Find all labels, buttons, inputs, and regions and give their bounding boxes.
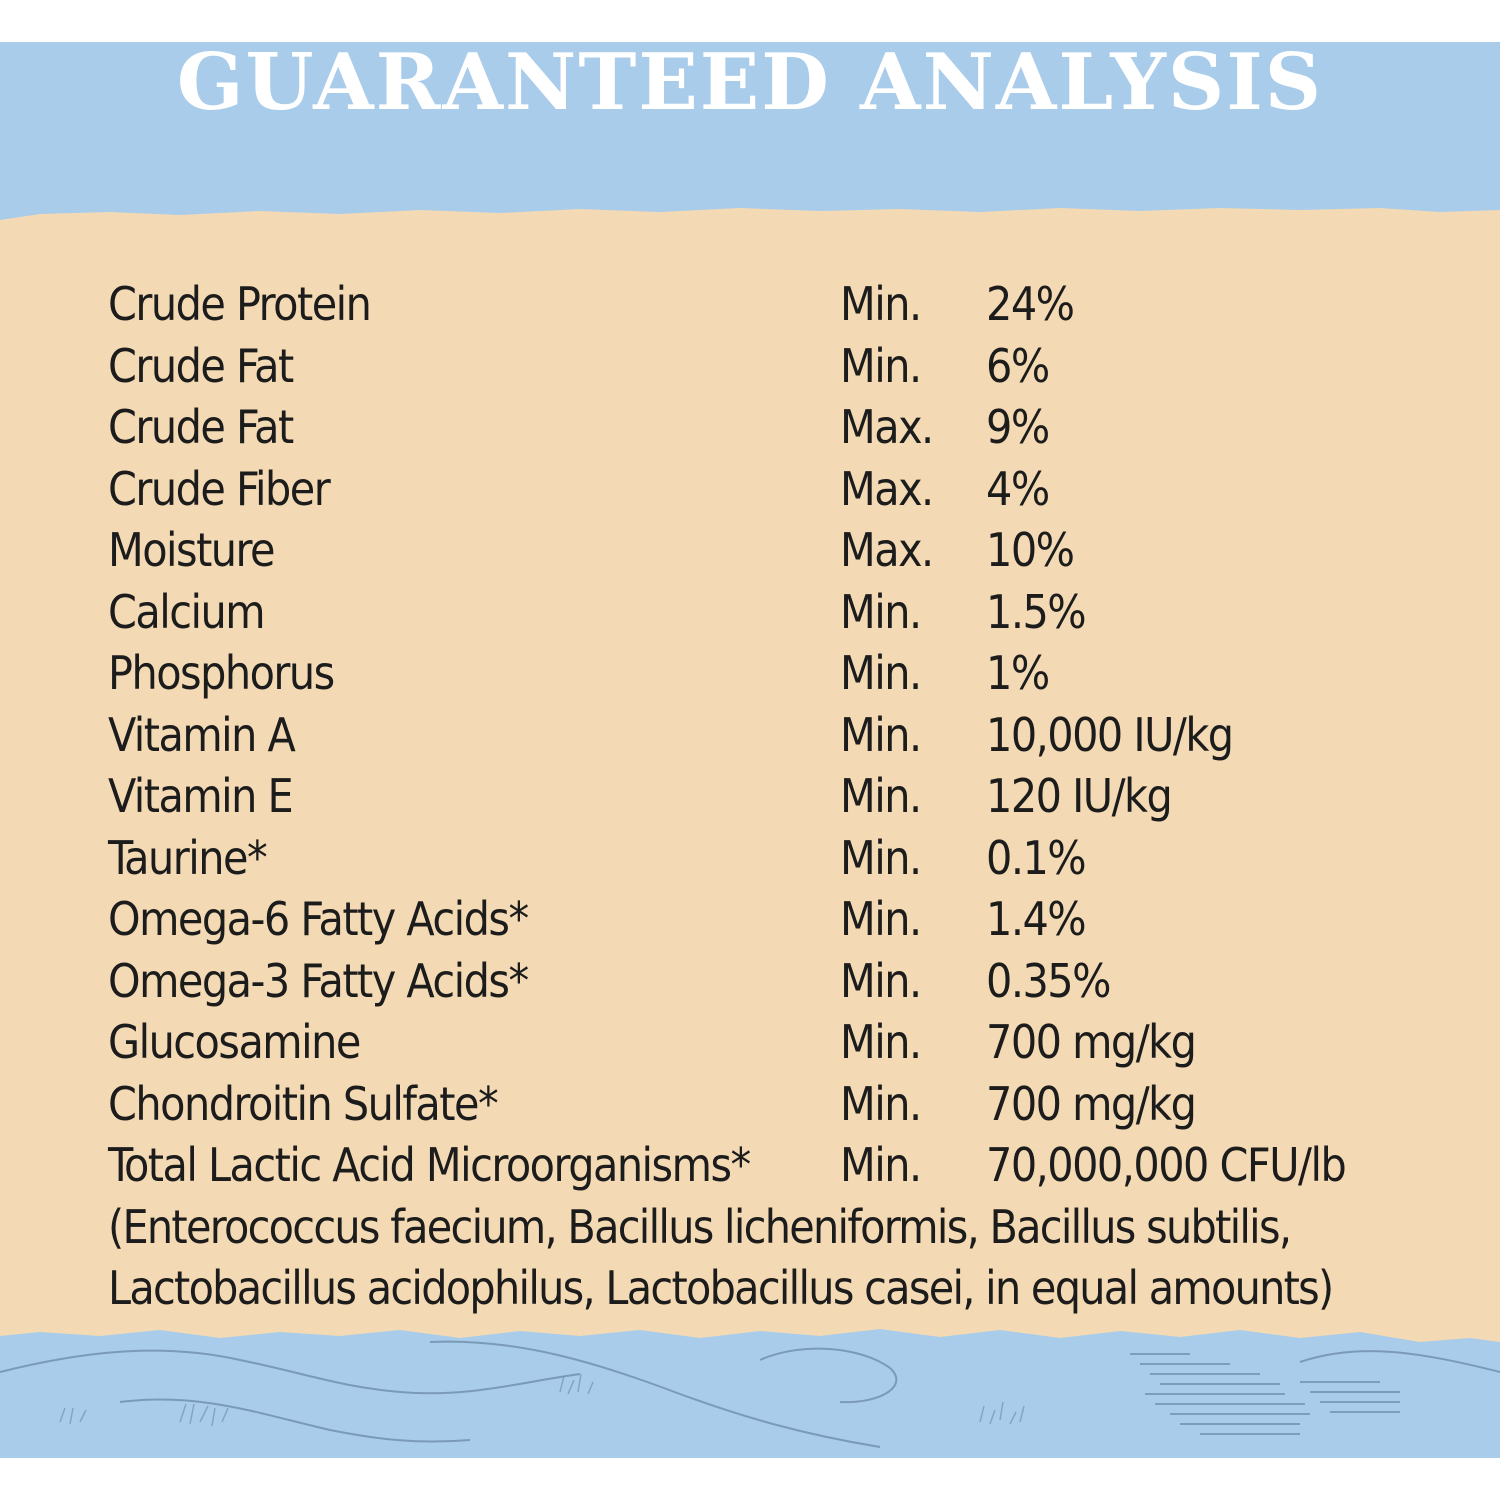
analysis-row: Crude Fat Max. 9% — [108, 397, 1478, 459]
analysis-row: Phosphorus Min. 1% — [108, 643, 1478, 705]
analysis-row: Vitamin E Min. 120 IU/kg — [108, 766, 1478, 828]
nutrient-amount: 0.35% — [986, 953, 1111, 1008]
nutrient-name: Vitamin E — [108, 769, 294, 823]
min-max-qualifier: Min. — [840, 646, 922, 700]
nutrient-name: Crude Fat — [108, 338, 294, 393]
nutrient-amount: 0.1% — [986, 830, 1087, 885]
nutrient-name: Vitamin A — [108, 707, 296, 762]
min-max-qualifier: Min. — [840, 584, 922, 639]
analysis-row: Omega-3 Fatty Acids* Min. 0.35% — [108, 951, 1478, 1013]
analysis-row: Crude Protein Min. 24% — [108, 274, 1478, 336]
nutrient-name: Crude Fiber — [108, 461, 331, 516]
nutrient-amount: 9% — [986, 400, 1050, 454]
nutrient-amount: 120 IU/kg — [986, 769, 1173, 823]
analysis-row: Total Lactic Acid Microorganisms* Min. 70,… — [108, 1135, 1478, 1197]
analysis-rows: Crude Protein Min. 24% Crude Fat Min. 6% Crude… — [108, 274, 1478, 1197]
nutrient-amount: 1% — [986, 646, 1050, 700]
water-strokes — [1130, 1353, 1400, 1435]
min-max-qualifier: Min. — [840, 769, 922, 823]
min-max-qualifier: Min. — [840, 892, 922, 946]
nutrient-name: Total Lactic Acid Microorganisms* — [108, 1138, 751, 1192]
label-panel: GUARANTEED ANALYSIS — [0, 42, 1500, 1458]
analysis-row: Omega-6 Fatty Acids* Min. 1.4% — [108, 889, 1478, 951]
min-max-qualifier: Min. — [840, 707, 922, 762]
min-max-qualifier: Max. — [840, 523, 934, 577]
min-max-qualifier: Min. — [840, 1076, 922, 1131]
min-max-qualifier: Min. — [840, 830, 922, 885]
nutrient-amount: 1.4% — [986, 892, 1087, 946]
nutrient-name: Calcium — [108, 584, 266, 639]
paper-shape — [0, 208, 1500, 1342]
nutrient-amount: 6% — [986, 338, 1050, 393]
min-max-qualifier: Min. — [840, 277, 922, 331]
hill-sketch-right — [1299, 1350, 1500, 1373]
analysis-row: Calcium Min. 1.5% — [108, 582, 1478, 644]
nutrient-name: Phosphorus — [108, 646, 335, 700]
nutrient-name: Taurine* — [108, 830, 268, 885]
nutrient-amount: 70,000,000 CFU/lb — [986, 1138, 1347, 1192]
nutrient-name: Crude Protein — [108, 277, 372, 331]
nutrient-name: Crude Fat — [108, 400, 294, 454]
nutrient-name: Omega-6 Fatty Acids* — [108, 892, 529, 946]
analysis-row: Chondroitin Sulfate* Min. 700 mg/kg — [108, 1074, 1478, 1136]
nutrient-amount: 10,000 IU/kg — [986, 707, 1234, 762]
analysis-row: Vitamin A Min. 10,000 IU/kg — [108, 705, 1478, 767]
footnote-line: (Enterococcus faecium, Bacillus lichenif… — [108, 1199, 1292, 1254]
min-max-qualifier: Min. — [840, 338, 922, 393]
analysis-row: Crude Fiber Max. 4% — [108, 459, 1478, 521]
min-max-qualifier: Min. — [840, 1015, 922, 1069]
min-max-qualifier: Max. — [840, 461, 934, 516]
nutrient-name: Omega-3 Fatty Acids* — [108, 953, 529, 1008]
rock-sketch — [759, 1347, 898, 1404]
nutrient-amount: 700 mg/kg — [986, 1076, 1197, 1131]
hill-sketch-ridge — [119, 1398, 471, 1443]
analysis-row: Glucosamine Min. 700 mg/kg — [108, 1012, 1478, 1074]
min-max-qualifier: Min. — [840, 953, 922, 1008]
hill-sketch-middle — [429, 1340, 881, 1448]
nutrient-name: Chondroitin Sulfate* — [108, 1076, 499, 1131]
analysis-row: Crude Fat Min. 6% — [108, 336, 1478, 398]
nutrient-amount: 4% — [986, 461, 1050, 516]
min-max-qualifier: Min. — [840, 1138, 922, 1192]
sketched-landscape-illustration — [0, 1340, 1500, 1448]
footnote-line: Lactobacillus acidophilus, Lactobacillus… — [108, 1261, 1334, 1315]
analysis-row: Moisture Max. 10% — [108, 520, 1478, 582]
analysis-table: Crude Protein Min. 24% Crude Fat Min. 6% Crude… — [108, 274, 1478, 1320]
nutrient-name: Glucosamine — [108, 1015, 361, 1069]
analysis-row: Taurine* Min. 0.1% — [108, 828, 1478, 890]
hill-sketch-left — [0, 1349, 581, 1395]
min-max-qualifier: Max. — [840, 400, 934, 454]
nutrient-amount: 700 mg/kg — [986, 1015, 1197, 1069]
nutrient-amount: 10% — [986, 523, 1075, 577]
torn-paper-background — [0, 208, 1500, 1342]
nutrient-name: Moisture — [108, 523, 276, 577]
label-title: GUARANTEED ANALYSIS — [176, 42, 1324, 128]
grass-hatching — [59, 1373, 1025, 1427]
nutrient-amount: 24% — [986, 277, 1075, 331]
nutrient-amount: 1.5% — [986, 584, 1087, 639]
